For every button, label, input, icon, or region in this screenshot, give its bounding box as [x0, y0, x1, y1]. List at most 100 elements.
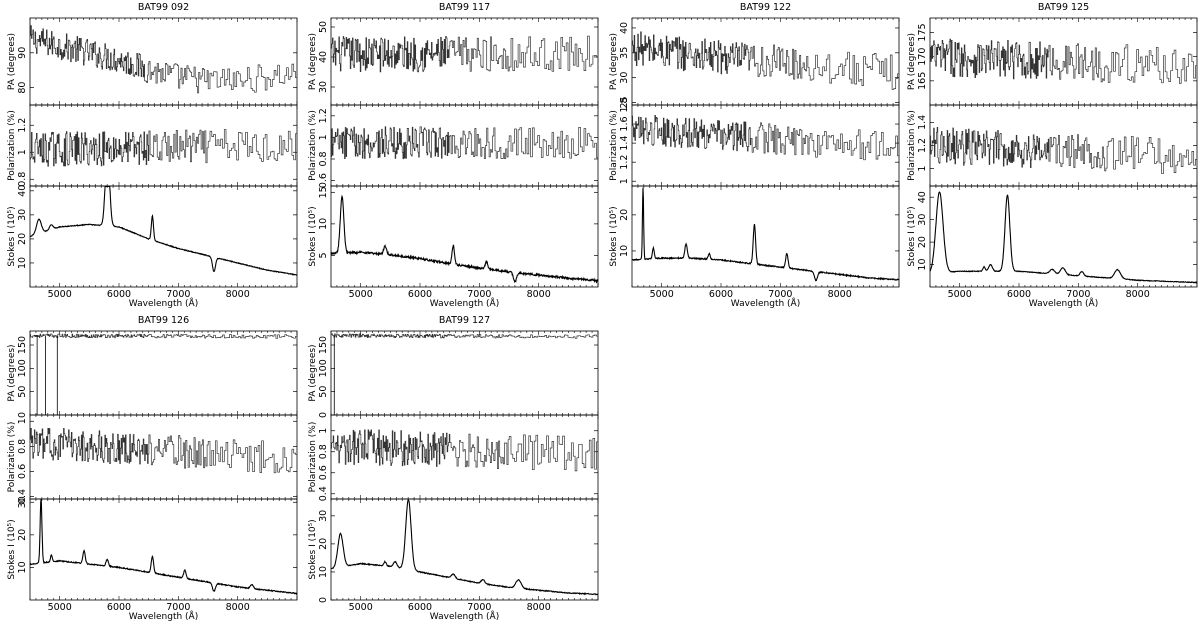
polarization-series [632, 115, 899, 161]
x-tick-label: 7000 [768, 289, 792, 300]
y-tick-label: 40 [17, 185, 28, 197]
y-tick-label: 0.6 [318, 173, 329, 188]
x-tick-label: 5000 [948, 289, 972, 300]
polarization-axis-label: Polarization (%) [907, 110, 917, 181]
y-tick-label: 90 [17, 47, 28, 59]
pa-axis-label: PA (degrees) [7, 344, 17, 401]
panel-title: BAT99 122 [740, 2, 791, 13]
panel-title: BAT99 126 [138, 315, 189, 326]
panel-title: BAT99 117 [439, 2, 490, 13]
y-tick-label: 0.4 [17, 489, 28, 504]
pa-axis-label: PA (degrees) [308, 33, 318, 90]
y-tick-label: 0.8 [318, 151, 329, 166]
x-tick-label: 6000 [408, 289, 432, 300]
y-tick-label: 40 [917, 191, 928, 203]
polarization-axis-label: Polarization (%) [7, 422, 17, 493]
polarization-axis-label: Polarization (%) [609, 110, 619, 181]
plot-frame [330, 330, 599, 416]
stokes-axis-label: Stokes I (10⁵) [907, 206, 917, 266]
polarization-series [30, 427, 297, 474]
x-tick-label: 8000 [226, 602, 250, 613]
y-tick-label: 50 [318, 21, 329, 33]
pa-series [930, 38, 1197, 84]
y-tick-label: 15 [318, 186, 329, 198]
y-tick-label: 80 [17, 82, 28, 94]
y-tick-label: 10 [318, 566, 329, 578]
plot-frame [29, 498, 298, 601]
y-tick-label: 1.2 [17, 118, 28, 133]
y-tick-label: 20 [619, 209, 630, 221]
x-tick-label: 6000 [107, 602, 131, 613]
stokes-series [330, 499, 599, 596]
y-tick-label: 0.8 [17, 439, 28, 454]
x-tick-label: 8000 [1126, 289, 1150, 300]
stokes-axis-label: Stokes I (10⁵) [308, 519, 318, 579]
y-tick-label: 10 [917, 259, 928, 271]
x-tick-label: 5000 [650, 289, 674, 300]
polarization-axis-label: Polarization (%) [308, 110, 318, 181]
pa-axis-label: PA (degrees) [308, 344, 318, 401]
y-tick-label: 1.6 [619, 117, 630, 132]
y-tick-label: 0 [318, 597, 329, 603]
x-tick-label: 5000 [48, 289, 72, 300]
x-tick-label: 7000 [467, 602, 491, 613]
y-tick-label: 1.2 [318, 108, 329, 123]
y-tick-label: 1 [318, 428, 329, 434]
y-tick-label: 0.8 [17, 172, 28, 187]
plot-frame [330, 185, 599, 288]
pa-series [331, 333, 598, 339]
panel-title: BAT99 125 [1038, 2, 1089, 13]
y-tick-label: 100 [318, 359, 329, 377]
x-axis-label: Wavelength (Å) [129, 297, 198, 309]
polarization-series [331, 429, 598, 472]
y-tick-label: 1 [619, 178, 630, 184]
y-tick-label: 150 [17, 336, 28, 354]
stokes-axis-label: Stokes I (10⁵) [7, 206, 17, 266]
x-axis-label: Wavelength (Å) [731, 297, 800, 309]
y-tick-label: 30 [318, 510, 329, 522]
y-tick-label: 1 [17, 418, 28, 424]
y-tick-label: 35 [619, 47, 630, 59]
y-tick-label: 1 [17, 149, 28, 155]
stokes-axis-label: Stokes I (10⁵) [609, 206, 619, 266]
y-tick-label: 50 [318, 386, 329, 398]
pa-series [632, 31, 899, 90]
y-tick-label: 1.2 [619, 155, 630, 170]
x-tick-label: 6000 [107, 289, 131, 300]
plot-frame [29, 185, 298, 288]
y-tick-label: 0.6 [17, 464, 28, 479]
y-tick-label: 30 [17, 209, 28, 221]
y-tick-label: 20 [17, 233, 28, 245]
y-tick-label: 20 [17, 529, 28, 541]
pa-axis-label: PA (degrees) [609, 33, 619, 90]
y-tick-label: 0 [17, 412, 28, 418]
y-tick-label: 40 [318, 51, 329, 63]
panel-title: BAT99 092 [138, 2, 189, 13]
y-tick-label: 30 [17, 496, 28, 508]
polarization-series [930, 127, 1197, 175]
panel-title: BAT99 127 [439, 315, 490, 326]
stokes-axis-label: Stokes I (10⁵) [308, 206, 318, 266]
x-tick-label: 8000 [527, 289, 551, 300]
y-tick-label: 1.4 [917, 115, 928, 130]
x-tick-label: 8000 [527, 602, 551, 613]
y-tick-label: 0.6 [318, 465, 329, 480]
y-tick-label: 50 [17, 386, 28, 398]
stokes-axis-label: Stokes I (10⁵) [7, 519, 17, 579]
x-axis-label: Wavelength (Å) [1029, 297, 1098, 309]
y-tick-label: 30 [619, 72, 630, 84]
y-tick-label: 30 [917, 214, 928, 226]
polarization-series [30, 129, 297, 167]
x-tick-label: 8000 [828, 289, 852, 300]
pa-series [331, 35, 598, 73]
stokes-series [330, 194, 599, 284]
x-tick-label: 6000 [408, 602, 432, 613]
y-tick-label: 165 [917, 72, 928, 90]
y-tick-label: 10 [318, 218, 329, 230]
